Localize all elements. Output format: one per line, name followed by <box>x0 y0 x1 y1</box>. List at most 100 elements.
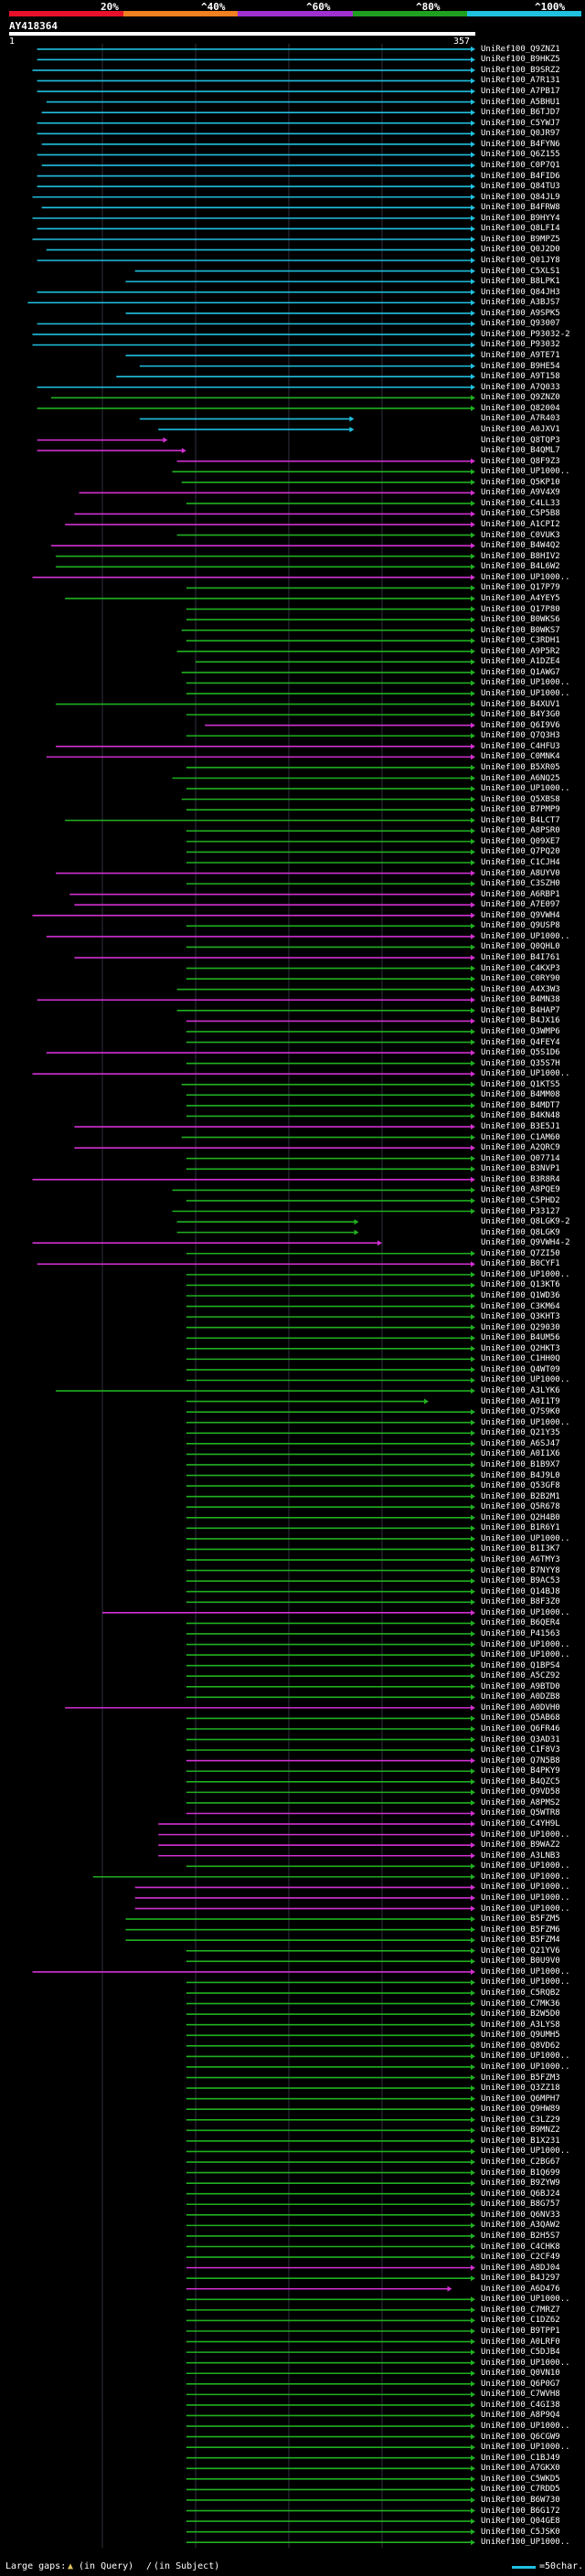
hit-label[interactable]: UniRef100_A0I1T9 <box>481 1396 560 1406</box>
hit-label[interactable]: UniRef100_Q4WT09 <box>481 1364 560 1374</box>
hit-label[interactable]: UniRef100_Q3WMP6 <box>481 1026 560 1036</box>
hit-label[interactable]: UniRef100_A9TE71 <box>481 351 560 361</box>
hit-label[interactable]: UniRef100_B1B9X7 <box>481 1459 560 1469</box>
hit-label[interactable]: UniRef100_Q6FR46 <box>481 1724 560 1733</box>
hit-label[interactable]: UniRef100_C1AM60 <box>481 1132 560 1142</box>
hit-label[interactable]: UniRef100_UP1000.. <box>481 1829 570 1839</box>
hit-label[interactable]: UniRef100_Q35S7H <box>481 1058 560 1068</box>
hit-label[interactable]: UniRef100_UP1000.. <box>481 1639 570 1649</box>
hit-label[interactable]: UniRef100_C0RY90 <box>481 974 560 984</box>
hit-label[interactable]: UniRef100_B9ZYW9 <box>481 2178 560 2189</box>
hit-label[interactable]: UniRef100_Q29030 <box>481 1322 560 1332</box>
hit-label[interactable]: UniRef100_A9BTD0 <box>481 1681 560 1691</box>
hit-label[interactable]: UniRef100_UP1000.. <box>481 2443 570 2453</box>
hit-label[interactable]: UniRef100_A7GKX0 <box>481 2464 560 2474</box>
hit-label[interactable]: UniRef100_Q3KHT3 <box>481 1312 560 1322</box>
hit-label[interactable]: UniRef100_A6TMY3 <box>481 1555 560 1565</box>
hit-label[interactable]: UniRef100_Q9ZNZ0 <box>481 393 560 403</box>
hit-label[interactable]: UniRef100_Q8LFI4 <box>481 224 560 234</box>
hit-label[interactable]: UniRef100_A8PSR0 <box>481 826 560 836</box>
hit-label[interactable]: UniRef100_B9HE54 <box>481 361 560 371</box>
hit-label[interactable]: UniRef100_B9SRZ2 <box>481 65 560 75</box>
hit-label[interactable]: UniRef100_C1CJH4 <box>481 857 560 867</box>
hit-label[interactable]: UniRef100_B4FYN6 <box>481 139 560 149</box>
hit-label[interactable]: UniRef100_A0JXV1 <box>481 424 560 434</box>
hit-label[interactable]: UniRef100_UP1000.. <box>481 1069 570 1079</box>
hit-label[interactable]: UniRef100_Q6BJ24 <box>481 2189 560 2199</box>
hit-label[interactable]: UniRef100_Q8VD62 <box>481 2041 560 2051</box>
hit-label[interactable]: UniRef100_A3LYK6 <box>481 1386 560 1396</box>
hit-label[interactable]: UniRef100_B9TPP1 <box>481 2326 560 2336</box>
hit-label[interactable]: UniRef100_Q9VWH4-2 <box>481 1238 570 1248</box>
hit-label[interactable]: UniRef100_A7R403 <box>481 414 560 424</box>
hit-label[interactable]: UniRef100_C7RDD5 <box>481 2485 560 2495</box>
hit-label[interactable]: UniRef100_P41563 <box>481 1628 560 1638</box>
hit-label[interactable]: UniRef100_Q8F9Z3 <box>481 456 560 466</box>
hit-label[interactable]: UniRef100_B8F3Z0 <box>481 1597 560 1607</box>
hit-label[interactable]: UniRef100_A3BJS7 <box>481 298 560 308</box>
hit-label[interactable]: UniRef100_UP1000.. <box>481 2147 570 2157</box>
hit-label[interactable]: UniRef100_B1R6Y1 <box>481 1523 560 1533</box>
hit-label[interactable]: UniRef100_Q7N5B8 <box>481 1755 560 1765</box>
hit-label[interactable]: UniRef100_B4MM08 <box>481 1090 560 1100</box>
hit-label[interactable]: UniRef100_B4Y3G0 <box>481 710 560 720</box>
hit-label[interactable]: UniRef100_Q3AD31 <box>481 1734 560 1744</box>
hit-label[interactable]: UniRef100_A3LYS8 <box>481 2019 560 2030</box>
hit-label[interactable]: UniRef100_UP1000.. <box>481 2051 570 2062</box>
hit-label[interactable]: UniRef100_A8UYV0 <box>481 868 560 878</box>
hit-label[interactable]: UniRef100_B5FZM3 <box>481 2072 560 2083</box>
hit-label[interactable]: UniRef100_B9MNZ2 <box>481 2125 560 2136</box>
hit-label[interactable]: UniRef100_UP1000.. <box>481 1871 570 1882</box>
hit-label[interactable]: UniRef100_A9V4X9 <box>481 488 560 498</box>
hit-label[interactable]: UniRef100_Q7ZI50 <box>481 1248 560 1258</box>
hit-label[interactable]: UniRef100_C0MNK4 <box>481 752 560 762</box>
hit-label[interactable]: UniRef100_A0I1X6 <box>481 1449 560 1459</box>
hit-label[interactable]: UniRef100_Q9HW89 <box>481 2104 560 2115</box>
hit-label[interactable]: UniRef100_UP1000.. <box>481 2538 570 2548</box>
hit-label[interactable]: UniRef100_B4L6W2 <box>481 562 560 572</box>
hit-label[interactable]: UniRef100_UP1000.. <box>481 1966 570 1977</box>
hit-label[interactable]: UniRef100_Q84JH3 <box>481 287 560 297</box>
hit-label[interactable]: UniRef100_B9MPZ5 <box>481 234 560 244</box>
hit-label[interactable]: UniRef100_B4QZC5 <box>481 1776 560 1786</box>
hit-label[interactable]: UniRef100_P33127 <box>481 1206 560 1216</box>
hit-label[interactable]: UniRef100_Q01JY8 <box>481 256 560 265</box>
hit-label[interactable]: UniRef100_C4YH9L <box>481 1819 560 1829</box>
hit-label[interactable]: UniRef100_B1I3K7 <box>481 1544 560 1554</box>
hit-label[interactable]: UniRef100_B4PKY9 <box>481 1766 560 1776</box>
hit-label[interactable]: UniRef100_UP1000.. <box>481 1882 570 1892</box>
hit-label[interactable]: UniRef100_C3RDH1 <box>481 636 560 646</box>
hit-label[interactable]: UniRef100_C1BJ49 <box>481 2453 560 2463</box>
hit-label[interactable]: UniRef100_A7Q033 <box>481 382 560 392</box>
hit-label[interactable]: UniRef100_UP1000.. <box>481 1977 570 1988</box>
hit-label[interactable]: UniRef100_UP1000.. <box>481 1650 570 1660</box>
hit-label[interactable]: UniRef100_UP1000.. <box>481 2358 570 2368</box>
hit-label[interactable]: UniRef100_A0DZB8 <box>481 1692 560 1702</box>
hit-label[interactable]: UniRef100_UP1000.. <box>481 2422 570 2432</box>
hit-label[interactable]: UniRef100_B4J9L0 <box>481 1470 560 1480</box>
hit-label[interactable]: UniRef100_Q4FEY4 <box>481 1037 560 1047</box>
hit-label[interactable]: UniRef100_UP1000.. <box>481 784 570 794</box>
hit-label[interactable]: UniRef100_A3QAW2 <box>481 2221 560 2231</box>
hit-label[interactable]: UniRef100_UP1000.. <box>481 1903 570 1913</box>
hit-label[interactable]: UniRef100_B8LPK1 <box>481 277 560 287</box>
hit-label[interactable]: UniRef100_C7MRZ7 <box>481 2305 560 2315</box>
hit-label[interactable]: UniRef100_Q6I9V6 <box>481 720 560 730</box>
hit-label[interactable]: UniRef100_Q13KT6 <box>481 1280 560 1290</box>
hit-label[interactable]: UniRef100_Q7Q3H3 <box>481 731 560 741</box>
hit-label[interactable]: UniRef100_C5YWJ7 <box>481 118 560 128</box>
hit-label[interactable]: UniRef100_Q17P80 <box>481 604 560 614</box>
hit-label[interactable]: UniRef100_UP1000.. <box>481 1607 570 1617</box>
hit-label[interactable]: UniRef100_B2H5S7 <box>481 2231 560 2241</box>
hit-label[interactable]: UniRef100_C0VUK3 <box>481 530 560 540</box>
hit-label[interactable]: UniRef100_B9WAZ2 <box>481 1840 560 1850</box>
hit-label[interactable]: UniRef100_Q1KTS5 <box>481 1079 560 1089</box>
hit-label[interactable]: UniRef100_B9HKZ5 <box>481 55 560 65</box>
hit-label[interactable]: UniRef100_B6G172 <box>481 2506 560 2516</box>
hit-label[interactable]: UniRef100_B9AC53 <box>481 1576 560 1586</box>
hit-label[interactable]: UniRef100_A8PMS2 <box>481 1797 560 1807</box>
hit-label[interactable]: UniRef100_Q3ZZ18 <box>481 2083 560 2094</box>
hit-label[interactable]: UniRef100_B7NYY8 <box>481 1565 560 1575</box>
hit-label[interactable]: UniRef100_C5RQB2 <box>481 1988 560 1998</box>
hit-label[interactable]: UniRef100_B8G757 <box>481 2200 560 2210</box>
